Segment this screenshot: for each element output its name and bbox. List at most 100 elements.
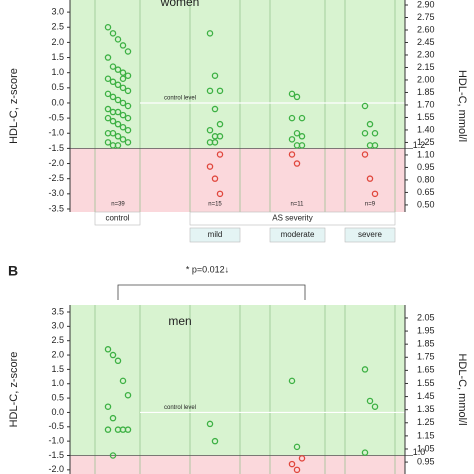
y2-tick-label: 0.95 [417, 162, 435, 172]
y2-tick-label: 1.25 [417, 417, 435, 427]
data-point [119, 136, 127, 143]
y-tick-label: 1.0 [51, 67, 64, 77]
y-tick-label: 0.5 [51, 392, 64, 402]
y2-tick-label: 1.15 [417, 430, 435, 440]
annotation: 1.0 [413, 447, 426, 457]
data-point [119, 123, 127, 131]
category-label: severe [358, 230, 383, 239]
y-tick-label: 2.0 [51, 349, 64, 359]
y2-tick-label: 2.90 [417, 0, 435, 9]
data-point [104, 24, 112, 31]
data-point [109, 63, 117, 70]
data-point [119, 99, 127, 107]
y-tick-label: -0.5 [48, 112, 64, 122]
data-point [366, 397, 374, 405]
y-tick-label: -0.5 [48, 421, 64, 431]
y2-tick-label: 0.80 [417, 174, 435, 184]
n-label: n=11 [290, 202, 304, 208]
data-point [114, 108, 122, 116]
data-point [119, 84, 127, 92]
y2-tick-label: 2.30 [417, 49, 435, 59]
data-point [366, 120, 374, 128]
y-axis-label: HDL-C, z-score [8, 68, 20, 144]
y2-tick-label: 1.45 [417, 391, 435, 401]
data-point [109, 130, 117, 137]
data-point [114, 81, 122, 89]
data-point [109, 117, 117, 125]
data-point [124, 72, 132, 79]
y-tick-label: -3.5 [48, 203, 64, 213]
data-point [114, 133, 122, 140]
data-point [104, 54, 112, 61]
y2-tick-label: 1.55 [417, 112, 435, 122]
y2-tick-label: 1.70 [417, 99, 435, 109]
y2-tick-label: 1.25 [417, 137, 435, 147]
y2-tick-label: 2.00 [417, 74, 435, 84]
data-point [288, 114, 296, 122]
y-tick-label: -1.5 [48, 143, 64, 153]
data-point [119, 377, 127, 385]
data-point [371, 190, 379, 198]
data-point [293, 93, 301, 101]
data-point [104, 403, 112, 410]
data-point [371, 142, 379, 149]
data-point [211, 175, 219, 182]
data-point [119, 75, 127, 82]
data-point [114, 96, 122, 104]
data-point [114, 120, 122, 128]
data-point [124, 391, 132, 399]
y2-tick-label: 2.75 [417, 12, 435, 22]
n-label: n=15 [208, 202, 222, 208]
y-tick-label: -1.0 [48, 436, 64, 446]
y-tick-label: 1.5 [51, 52, 64, 62]
data-point [216, 190, 224, 198]
data-point [119, 69, 127, 76]
low-zone [70, 455, 405, 474]
data-point [206, 87, 214, 95]
y2-tick-label: 0.95 [417, 456, 435, 466]
data-point [288, 136, 296, 143]
data-point [124, 126, 132, 134]
data-point [361, 102, 369, 110]
data-point [298, 455, 306, 462]
data-point [293, 160, 301, 167]
data-point [109, 452, 117, 459]
y2-tick-label: 2.15 [417, 62, 435, 72]
data-point [216, 120, 224, 128]
y-tick-label: 2.0 [51, 37, 64, 47]
y-tick-label: 1.0 [51, 378, 64, 388]
data-point [361, 130, 369, 137]
category-box [189, 227, 241, 243]
y-tick-label: -3.0 [48, 188, 64, 198]
y-tick-label: 3.0 [51, 321, 64, 331]
data-point [109, 93, 117, 101]
data-point [298, 114, 306, 122]
panel-label: B [8, 263, 18, 279]
y-tick-label: -2.0 [48, 158, 64, 168]
data-point [104, 90, 112, 98]
panel-title: women [160, 0, 200, 9]
data-point [206, 30, 214, 37]
data-point [104, 114, 112, 122]
y-tick-label: 0.0 [51, 97, 64, 107]
data-point [211, 437, 219, 445]
data-point [124, 426, 132, 433]
y2-tick-label: 1.35 [417, 404, 435, 414]
data-point [109, 78, 117, 86]
data-point [216, 87, 224, 95]
data-point [216, 151, 224, 158]
significance-bracket [117, 284, 306, 300]
y2-tick-label: 1.40 [417, 124, 435, 134]
data-point [114, 66, 122, 73]
data-point [211, 72, 219, 79]
category-label: moderate [281, 230, 315, 239]
data-point [206, 163, 214, 170]
data-point [366, 175, 374, 182]
y2-axis-label: HDL-C, mmol/l [456, 70, 468, 142]
category-label: mild [208, 230, 223, 239]
data-point [293, 130, 301, 137]
data-point [288, 90, 296, 98]
category-box [269, 227, 326, 243]
data-point [206, 126, 214, 134]
